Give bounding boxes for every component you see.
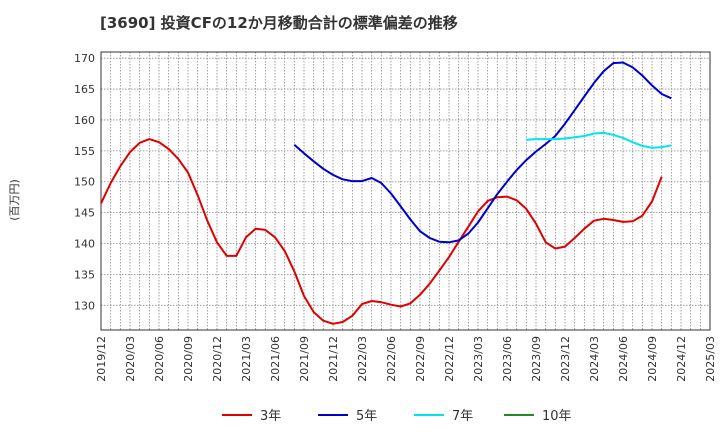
chart-title: [3690] 投資CFの12か月移動合計の標準偏差の推移 <box>100 14 458 32</box>
x-tick-label: 2023/03 <box>472 336 485 382</box>
x-tick-label: 2023/06 <box>501 336 514 382</box>
x-tick-label: 2021/12 <box>327 336 340 382</box>
y-tick-label: 130 <box>74 299 95 312</box>
x-tick-label: 2022/09 <box>414 336 427 382</box>
series-line-3年 <box>100 138 663 325</box>
x-tick-label: 2024/03 <box>588 336 601 382</box>
x-tick-label: 2024/09 <box>646 336 659 382</box>
x-tick-label: 2022/03 <box>356 336 369 382</box>
legend-label: 5年 <box>356 409 377 424</box>
legend: 3年 5年 7年 10年 <box>222 409 572 424</box>
y-tick-label: 170 <box>74 52 95 65</box>
x-tick-label: 2024/12 <box>675 336 688 382</box>
grid <box>100 52 711 330</box>
series-lines <box>100 61 672 325</box>
y-tick-label: 155 <box>74 145 95 158</box>
x-tick-label: 2023/12 <box>559 336 572 382</box>
legend-label: 3年 <box>260 409 281 424</box>
x-tick-label: 2020/06 <box>153 336 166 382</box>
y-axis-label: (百万円) <box>8 179 21 221</box>
x-axis: 2019/12 2020/03 2020/06 2020/09 2020/12 2021/… <box>95 336 717 382</box>
y-tick-label: 140 <box>74 238 95 251</box>
y-tick-label: 160 <box>74 114 95 127</box>
y-tick-label: 165 <box>74 83 95 96</box>
x-tick-label: 2025/03 <box>704 336 717 382</box>
x-tick-label: 2021/09 <box>298 336 311 382</box>
y-tick-label: 135 <box>74 268 95 281</box>
legend-label: 10年 <box>542 409 572 424</box>
x-tick-label: 2020/03 <box>124 336 137 382</box>
y-tick-label: 145 <box>74 207 95 220</box>
x-tick-label: 2023/09 <box>530 336 543 382</box>
series-line-5年 <box>293 61 672 244</box>
x-tick-label: 2024/06 <box>617 336 630 382</box>
x-tick-label: 2020/09 <box>182 336 195 382</box>
x-tick-label: 2019/12 <box>95 336 108 382</box>
plot-area <box>100 51 711 331</box>
y-tick-label: 150 <box>74 176 95 189</box>
x-tick-label: 2021/03 <box>240 336 253 382</box>
legend-label: 7年 <box>452 409 473 424</box>
x-tick-label: 2022/12 <box>443 336 456 382</box>
x-tick-label: 2022/06 <box>385 336 398 382</box>
series-line-7年 <box>526 131 672 149</box>
x-tick-label: 2020/12 <box>211 336 224 382</box>
x-tick-label: 2021/06 <box>269 336 282 382</box>
y-axis: 130 135 140 145 150 155 160 165 170 <box>74 52 95 312</box>
